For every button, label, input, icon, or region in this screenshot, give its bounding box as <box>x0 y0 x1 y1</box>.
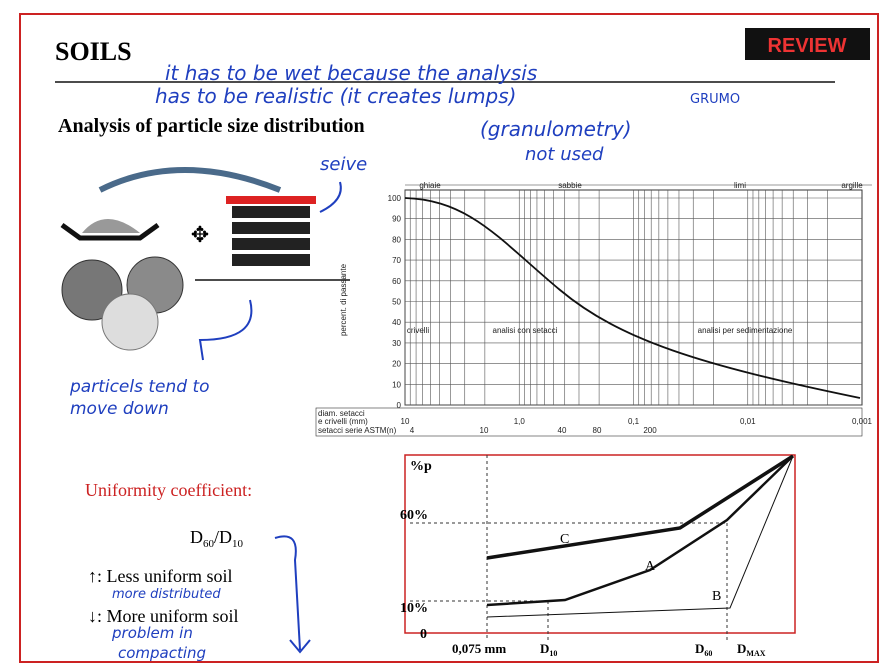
astm-label: 10 <box>480 426 489 435</box>
axis-title: %p <box>410 459 432 474</box>
method-label: analisi per sedimentazione <box>698 326 793 335</box>
slide: SOILS REVIEW it has to be wet because th… <box>0 0 881 667</box>
sieve-photo <box>102 294 158 350</box>
note: GRUMO <box>690 92 740 107</box>
y-tick-label: 20 <box>392 360 401 369</box>
x-label: 0,075 mm <box>452 641 506 656</box>
note: move down <box>70 399 169 419</box>
class-label: ghiaie <box>419 181 441 190</box>
class-label: sabbie <box>558 181 582 190</box>
curve-label: A <box>645 559 656 574</box>
x-tick-label: 1,0 <box>514 417 526 426</box>
uniformity-item: ↓: More uniform soil <box>88 606 239 626</box>
curve-label: B <box>712 589 721 604</box>
y-tick-label: 50 <box>392 298 401 307</box>
y-label: 60% <box>400 508 428 523</box>
y-label: 0 <box>420 627 427 642</box>
x-label-part: D <box>737 641 746 656</box>
x-label-part: D <box>695 641 704 656</box>
y-tick-label: 30 <box>392 339 401 348</box>
uniformity-item: ↑: Less uniform soil <box>88 566 233 586</box>
slide-title: SOILS <box>55 37 132 66</box>
x-tick-label: 10 <box>401 417 410 426</box>
astm-label: 4 <box>410 426 415 435</box>
astm-label: 40 <box>558 426 567 435</box>
y-tick-label: 90 <box>392 215 401 224</box>
x-label-part: 60 <box>704 649 712 658</box>
ratio-part: 10 <box>232 538 244 550</box>
row-bg <box>316 408 862 436</box>
note: more distributed <box>112 587 221 602</box>
curve-label: C <box>560 532 569 547</box>
method-label: analisi con setacci <box>493 326 558 335</box>
method-label: crivelli <box>407 326 429 335</box>
x-tick-label: 0,1 <box>628 417 640 426</box>
x-tick-label: 0,01 <box>740 417 756 426</box>
class-label: limi <box>734 181 746 190</box>
section-title: Analysis of particle size distribution <box>58 115 365 137</box>
y-tick-label: 100 <box>388 194 402 203</box>
y-label: 10% <box>400 601 428 616</box>
ratio-part: /D <box>214 527 232 547</box>
note: compacting <box>118 644 206 662</box>
x-label-part: MAX <box>746 649 765 658</box>
uniformity-title: Uniformity coefficient: <box>85 480 252 500</box>
icon: ✥ <box>191 222 209 247</box>
row-label: setacci serie ASTM(n) <box>318 426 397 435</box>
note: (granulometry) <box>480 117 632 141</box>
axis-title: percent. di passante <box>339 263 348 336</box>
ratio-part: 60 <box>203 538 215 550</box>
ratio-part: D <box>190 527 203 547</box>
y-tick-label: 70 <box>392 256 401 265</box>
class-label: argille <box>841 181 863 190</box>
note: not used <box>525 144 604 165</box>
note: it has to be wet because the analysis <box>165 61 537 85</box>
astm-label: 80 <box>593 426 602 435</box>
note: problem in <box>111 624 193 642</box>
note: has to be realistic (it creates lumps) <box>155 84 516 108</box>
y-tick-label: 80 <box>392 235 401 244</box>
y-tick-label: 60 <box>392 277 401 286</box>
x-tick-label: 0,001 <box>852 417 873 426</box>
x-label-part: 10 <box>549 649 557 658</box>
note: particels tend to <box>69 377 210 397</box>
y-tick-label: 40 <box>392 318 401 327</box>
sieve-lid <box>226 196 316 204</box>
x-label-part: D <box>540 641 549 656</box>
row-label: e crivelli (mm) <box>318 417 368 426</box>
astm-label: 200 <box>643 426 657 435</box>
badge: REVIEW <box>768 35 847 57</box>
y-tick-label: 10 <box>392 380 401 389</box>
note: seive <box>320 154 367 175</box>
